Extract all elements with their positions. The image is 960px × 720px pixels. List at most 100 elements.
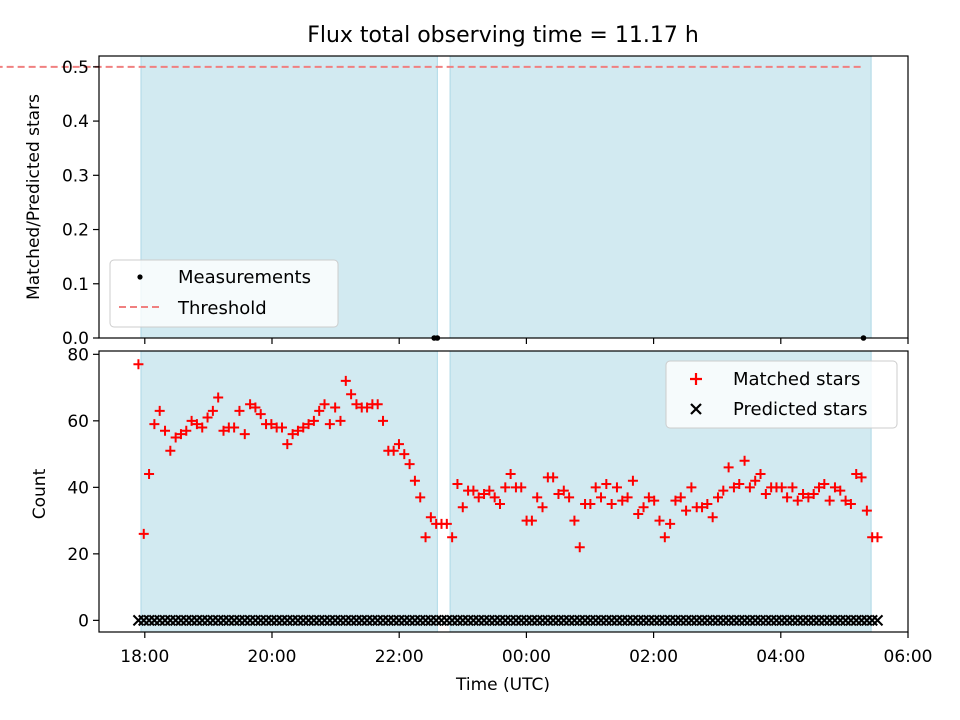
top-x-ticks: [144, 338, 909, 344]
matched-star-point: [617, 495, 628, 506]
matched-star-point: [330, 402, 341, 413]
y-tick-label: 0.2: [62, 221, 89, 241]
bottom-legend-box: [665, 360, 898, 429]
matched-star-point: [207, 405, 218, 416]
matched-star-point: [776, 482, 787, 493]
matched-star-point: [611, 482, 622, 493]
matched-star-point: [500, 482, 511, 493]
matched-star-point: [596, 492, 607, 503]
matched-star-point: [457, 502, 468, 513]
bottom-legend: Matched stars Predicted stars: [665, 360, 898, 429]
matched-star-point: [803, 492, 814, 503]
shaded-interval-2: [449, 55, 872, 339]
matched-star-point: [234, 405, 245, 416]
matched-star-point: [659, 532, 670, 543]
y-tick-label: 60: [67, 412, 89, 432]
matched-star-point: [654, 515, 665, 526]
matched-star-point: [872, 532, 883, 543]
chart-title: Flux total observing time = 11.17 h: [307, 23, 699, 48]
matched-star-point: [744, 482, 755, 493]
top-y-ticks: 0.0 0.1 0.2 0.3 0.4 0.5: [62, 58, 99, 349]
matched-star-point: [149, 419, 160, 430]
matched-star-point: [372, 399, 383, 410]
x-tick-label: 02:00: [629, 647, 678, 667]
y-tick-label: 0.3: [62, 166, 89, 186]
matched-star-point: [303, 419, 314, 430]
matched-star-point: [755, 469, 766, 480]
y-tick-label: 40: [67, 478, 89, 498]
matched-star-point: [175, 429, 186, 440]
bottom-shaded-intervals: [140, 350, 872, 633]
matched-star-point: [649, 495, 660, 506]
matched-star-point: [250, 402, 261, 413]
matched-star-point: [798, 488, 809, 499]
matched-star-point: [287, 429, 298, 440]
y-tick-label: 0.5: [62, 58, 89, 78]
matched-star-point: [388, 445, 399, 456]
matched-star-point: [824, 495, 835, 506]
matched-star-point: [399, 449, 410, 460]
x-tick-label: 00:00: [502, 647, 551, 667]
matched-star-point: [282, 439, 293, 450]
matched-star-point: [202, 412, 213, 423]
y-tick-label: 0.1: [62, 275, 89, 295]
matched-star-point: [734, 479, 745, 490]
matched-star-point: [627, 475, 638, 486]
bottom-panel: 0 20 40 60 80 18:00 20:00 22:00 00:00 02:00 04:00…: [30, 345, 933, 695]
x-tick-label: 18:00: [120, 647, 169, 667]
matched-star-point: [133, 359, 144, 370]
matched-star-point: [835, 485, 846, 496]
matched-star-point: [340, 375, 351, 386]
top-legend: Measurements Threshold: [109, 259, 339, 328]
matched-star-point: [276, 422, 287, 433]
matched-star-point: [319, 399, 330, 410]
matched-star-point: [585, 498, 596, 509]
matched-star-point: [404, 459, 415, 470]
matched-star-point: [558, 485, 569, 496]
legend-matched-marker: [690, 373, 702, 385]
legend-measurements-marker: [137, 274, 143, 280]
matched-star-point: [537, 502, 548, 513]
matched-star-point: [229, 422, 240, 433]
bottom-plot-frame: [98, 350, 909, 633]
matched-star-point: [750, 475, 761, 486]
matched-star-point: [351, 399, 362, 410]
matched-star-point: [686, 482, 697, 493]
matched-star-point: [782, 492, 793, 503]
matched-star-point: [213, 392, 224, 403]
matched-star-point: [697, 502, 708, 513]
top-panel: 0.0 0.1 0.2 0.3 0.4 0.5 Matched/Predicted sta…: [0, 55, 909, 349]
matched-star-point: [160, 425, 171, 436]
matched-star-point: [516, 482, 527, 493]
matched-star-point: [266, 419, 277, 430]
top-plot-frame: [98, 55, 909, 339]
matched-star-point: [452, 479, 463, 490]
matched-star-point: [707, 512, 718, 523]
matched-star-point: [494, 498, 505, 509]
matched-star-point: [840, 495, 851, 506]
matched-star-point: [532, 492, 543, 503]
matched-star-point: [298, 422, 309, 433]
matched-star-point: [197, 422, 208, 433]
matched-star-point: [420, 532, 431, 543]
matched-star-point: [553, 488, 564, 499]
matched-star-point: [292, 425, 303, 436]
matched-star-point: [643, 492, 654, 503]
matched-star-point: [760, 488, 771, 499]
matched-star-point: [675, 492, 686, 503]
y-tick-label: 0: [78, 611, 89, 631]
matched-star-point: [218, 425, 229, 436]
matched-stars-points: [133, 359, 883, 553]
matched-star-point: [378, 415, 389, 426]
matched-star-point: [845, 498, 856, 509]
shaded-interval-1: [140, 350, 438, 633]
bottom-y-axis-label: Count: [30, 468, 50, 519]
matched-star-point: [633, 508, 644, 519]
bottom-y-ticks: 0 20 40 60 80: [67, 345, 99, 631]
matched-star-point: [473, 492, 484, 503]
legend-measurements-label: Measurements: [178, 267, 311, 288]
matched-star-point: [425, 512, 436, 523]
matched-star-point: [792, 495, 803, 506]
matched-star-point: [739, 455, 750, 466]
